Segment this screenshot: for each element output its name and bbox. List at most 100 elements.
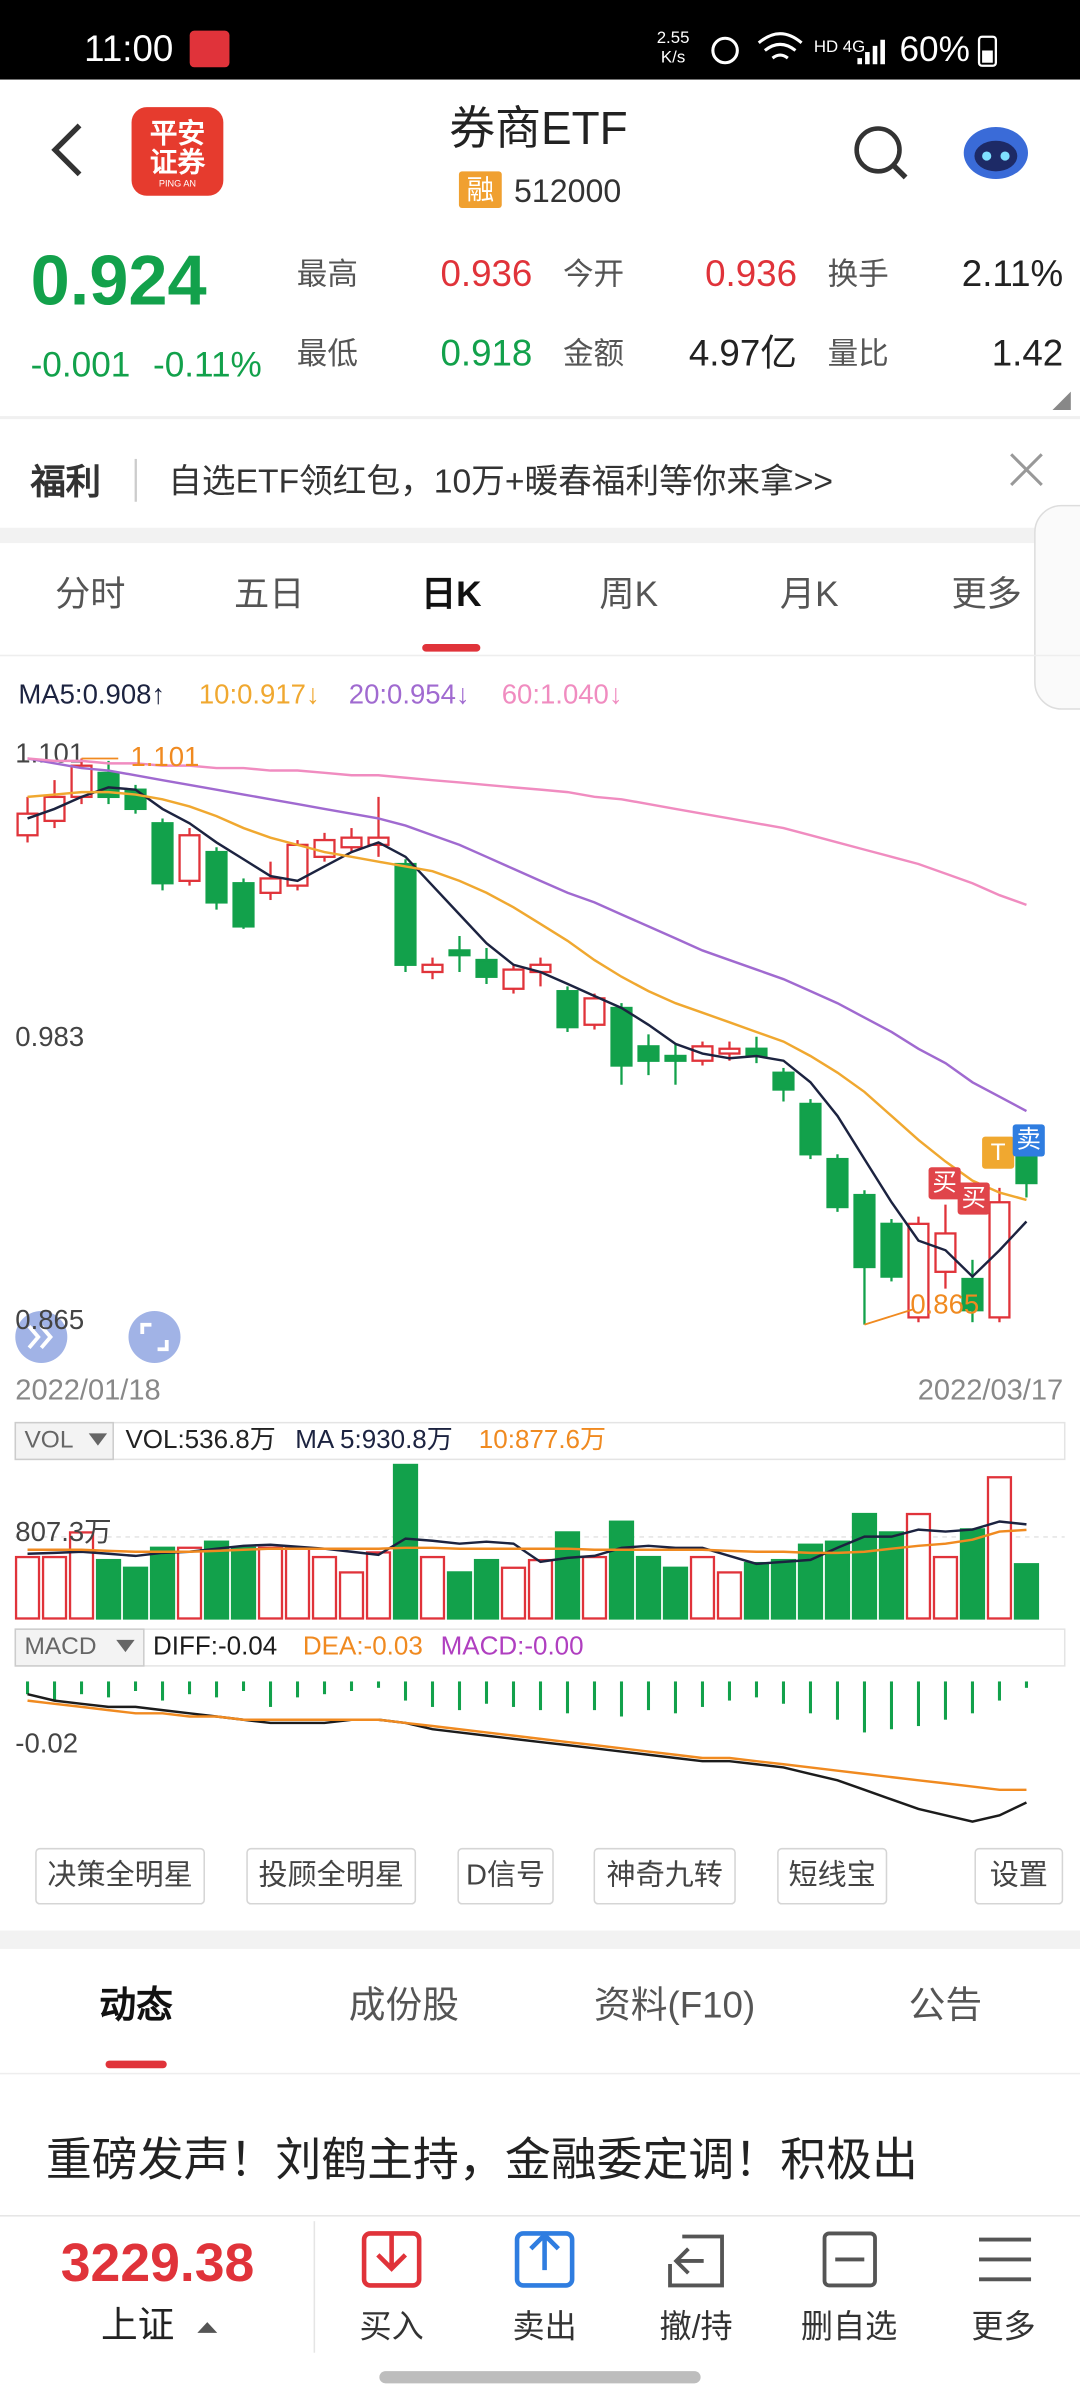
index-name[interactable]: 上证: [100, 2305, 175, 2347]
bottom-bar: [0, 2215, 1080, 2400]
low-label: 0.865: [910, 1288, 979, 1319]
news-tab[interactable]: 公告: [908, 1985, 983, 2027]
signal-text: 卖: [1017, 1126, 1041, 1154]
volume-bar: [14, 1555, 41, 1620]
banner-close[interactable]: [1010, 453, 1043, 487]
signal-badge: [1012, 1124, 1045, 1157]
volume-bar: [851, 1512, 878, 1620]
candle-body: [151, 822, 174, 885]
tool-button[interactable]: D信号: [457, 1847, 554, 1905]
volume-bar: [311, 1555, 338, 1620]
wifi-icon: [757, 32, 803, 60]
stat-value: 0.936: [705, 253, 797, 296]
signal-text: 买: [961, 1185, 985, 1212]
indicator-line: [27, 1699, 1027, 1792]
ma-legend: 10:0.917↓: [199, 678, 320, 709]
candle-body: [826, 1157, 849, 1209]
candle-body: [1015, 1153, 1038, 1185]
news-headline[interactable]: 重磅发声！刘鹤主持，金融委定调！积极出: [45, 2135, 918, 2187]
logo-text: 平安: [149, 117, 205, 149]
volume-bar: [689, 1555, 716, 1620]
fullscreen-button[interactable]: [128, 1310, 181, 1364]
candle-body: [610, 1006, 633, 1067]
candle-body: [259, 877, 282, 894]
stat-value: 1.42: [991, 333, 1064, 375]
volume-bar: [176, 1546, 203, 1620]
tool-button[interactable]: 决策全明星: [35, 1847, 205, 1905]
indicator-line: [27, 786, 1028, 1279]
search-button[interactable]: [854, 126, 902, 174]
volume-bar: [662, 1566, 689, 1620]
indicator-line: [27, 1528, 1027, 1555]
trade-action[interactable]: 卖出: [512, 2309, 577, 2346]
period-tab[interactable]: 分时: [55, 573, 126, 614]
trade-action[interactable]: 删自选: [800, 2309, 898, 2346]
expand-button[interactable]: [15, 1310, 68, 1364]
volume-bar: [554, 1531, 581, 1620]
y-tick-label: -0.02: [15, 1727, 78, 1758]
expand-corner[interactable]: [1052, 391, 1071, 410]
candle-body: [880, 1222, 903, 1278]
trade-action[interactable]: 更多: [971, 2309, 1036, 2346]
panel-legend: 10:877.6万: [479, 1424, 606, 1454]
stat-value: 4.97亿: [688, 333, 797, 375]
side-handle[interactable]: [1034, 504, 1080, 710]
period-tab[interactable]: 月K: [779, 573, 839, 614]
date-start: 2022/01/18: [15, 1375, 160, 1407]
period-tab[interactable]: 周K: [599, 573, 659, 614]
candle-body: [340, 836, 363, 849]
indicator-line: [27, 790, 1027, 1202]
panel-selector: VOL: [24, 1426, 73, 1453]
volume-bar: [230, 1546, 257, 1620]
volume-bar: [1013, 1563, 1040, 1620]
divider: [0, 2072, 1080, 2075]
stat-value: 0.918: [440, 333, 533, 375]
news-tab[interactable]: 成份股: [348, 1985, 459, 2027]
candle-body: [583, 997, 606, 1026]
battery-icon: [977, 35, 998, 67]
volume-bar: [878, 1531, 905, 1620]
volume-bar: [95, 1558, 122, 1620]
period-tab[interactable]: 更多: [951, 573, 1022, 614]
candle-body: [853, 1193, 876, 1269]
panel-legend: DEA:-0.03: [303, 1630, 423, 1660]
back-button[interactable]: [51, 123, 82, 177]
bottom-icons: [197, 2221, 1032, 2384]
logo: [131, 107, 224, 196]
period-tab[interactable]: 五日: [234, 573, 305, 614]
volume-bar: [986, 1476, 1013, 1620]
alarm-icon: [711, 36, 739, 65]
signal-text: T: [991, 1139, 1006, 1166]
y-tick-label: 0.983: [15, 1021, 84, 1052]
period-tab[interactable]: 日K: [420, 573, 482, 614]
settings-button[interactable]: 设置: [974, 1847, 1064, 1905]
low-callout-line: [864, 1308, 914, 1326]
tool-button[interactable]: 投顾全明星: [246, 1847, 417, 1905]
home-indicator: [379, 2371, 701, 2384]
high-label: 1.101: [130, 741, 199, 772]
candle-body: [205, 850, 228, 904]
battery-level: [982, 50, 993, 63]
candle-body: [394, 862, 417, 966]
dividers: [0, 391, 1080, 544]
tool-button[interactable]: 神奇九转: [593, 1847, 736, 1905]
trade-action[interactable]: 买入: [359, 2309, 424, 2346]
volume-bar: [446, 1571, 473, 1620]
banner-text[interactable]: 自选ETF领红包，10万+暖春福利等你来拿>>: [168, 461, 834, 501]
news-tab[interactable]: 动态: [99, 1985, 173, 2027]
trade-action[interactable]: 撤/持: [659, 2309, 733, 2346]
tool-button[interactable]: 短线宝: [777, 1847, 888, 1905]
candle-body: [421, 963, 444, 974]
banner-divider: [134, 458, 137, 502]
candle-body: [232, 882, 255, 928]
stat-label: 最高: [296, 258, 358, 293]
status-network: HD 4G: [813, 38, 866, 57]
price-change: -0.001: [30, 344, 131, 384]
candle-body: [556, 990, 579, 1029]
candle-body: [124, 788, 147, 811]
index-value[interactable]: 3229.38: [60, 2233, 255, 2294]
panel-selector: MACD: [24, 1633, 96, 1660]
news-tab[interactable]: 资料(F10): [594, 1985, 756, 2027]
